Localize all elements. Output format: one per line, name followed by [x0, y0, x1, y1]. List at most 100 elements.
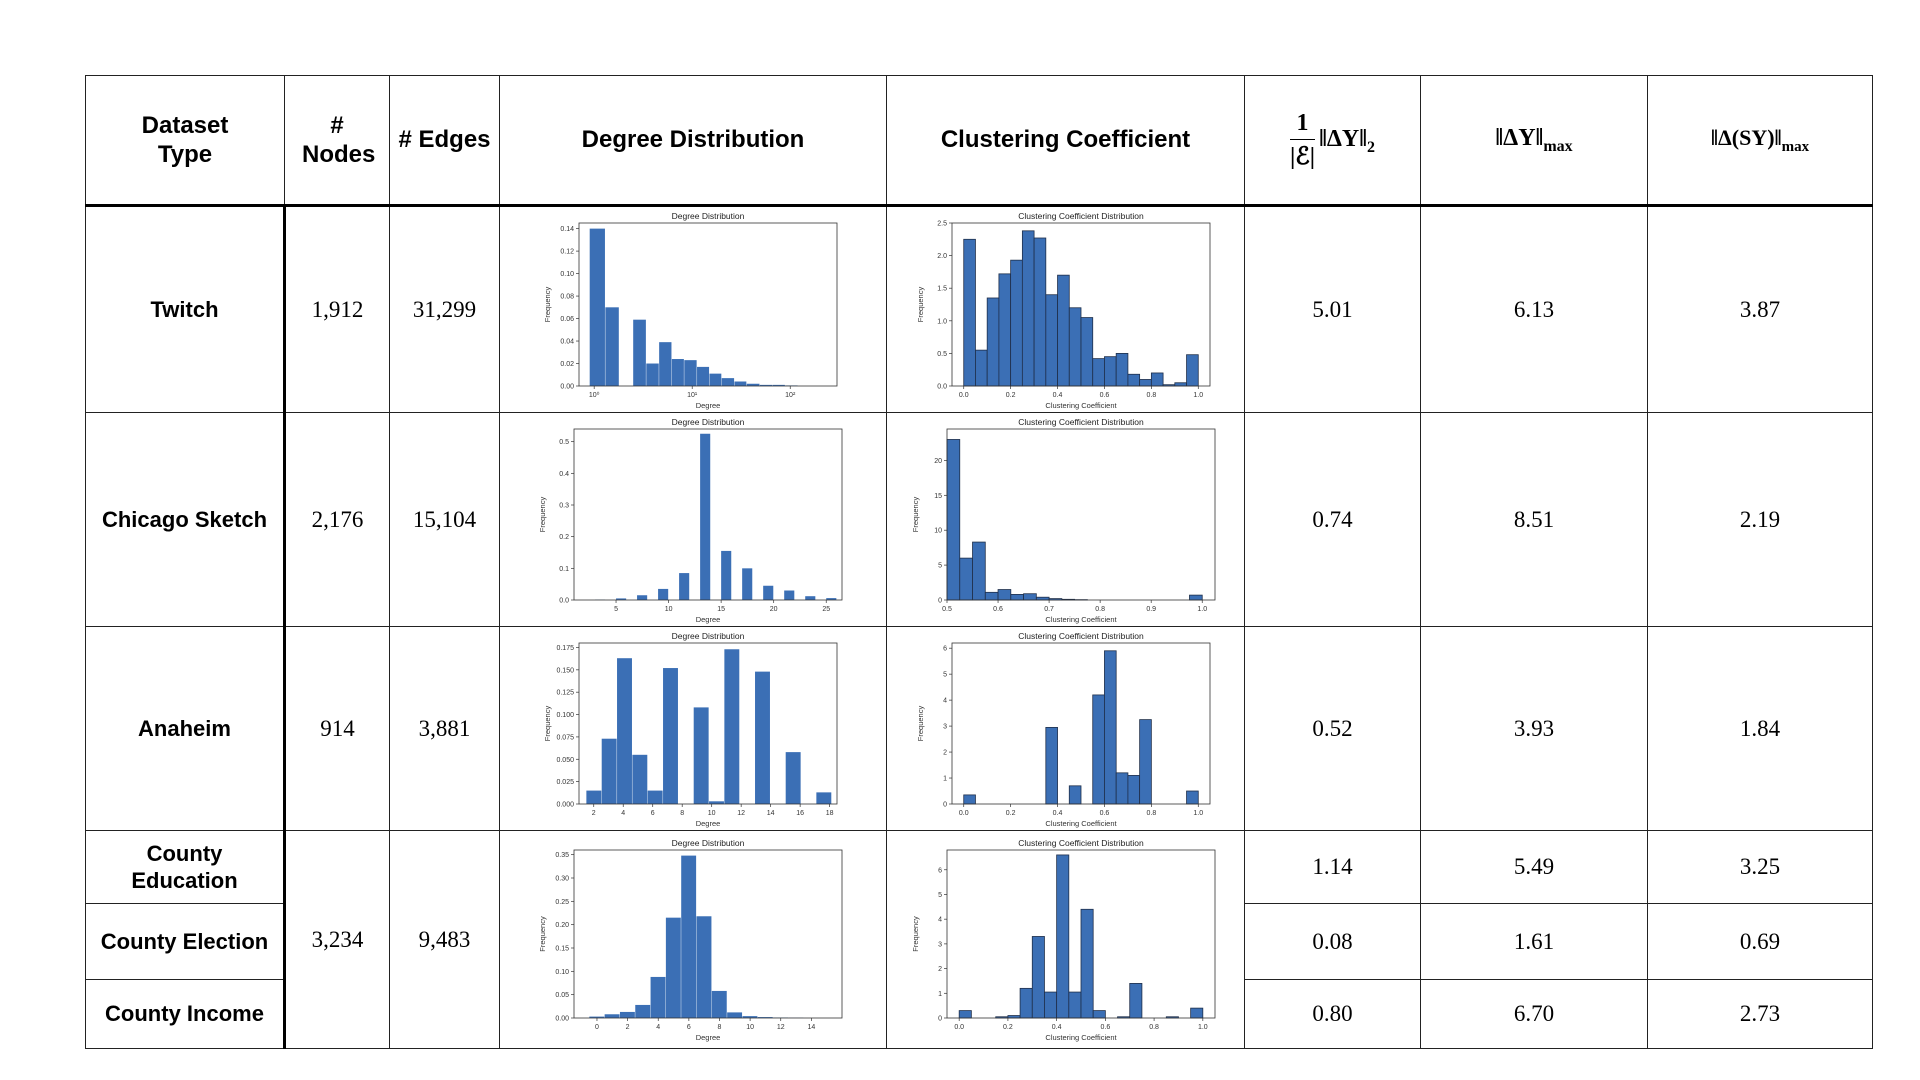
y-tick-label: 5	[938, 562, 942, 569]
x-tick-label: 12	[737, 810, 745, 817]
histogram-bar	[605, 306, 619, 386]
x-tick-label: 10⁰	[589, 391, 600, 399]
histogram-bar	[962, 794, 976, 804]
histogram-bar	[700, 433, 711, 600]
y-tick-label: 0.04	[560, 338, 574, 345]
dataset-type-cell: County Income	[85, 979, 286, 1049]
histogram-bar	[1103, 649, 1117, 804]
histogram-bar	[650, 976, 666, 1018]
y-tick-label: 0.00	[555, 1016, 569, 1023]
edges-cell: 15,104	[389, 412, 500, 627]
histogram-bar	[755, 671, 770, 804]
histogram-bar	[958, 1010, 972, 1019]
x-tick-label: 0.9	[1146, 606, 1156, 613]
table-row-anaheim: Anaheim 914 3,881 Degree Distribution 0.0…	[85, 626, 1873, 831]
y-tick-label: 1.5	[937, 285, 947, 292]
plot-frame	[946, 428, 1215, 600]
histogram-bar	[601, 738, 617, 804]
x-tick-label: 10	[746, 1024, 754, 1031]
y-tick-label: 0.15	[555, 946, 569, 953]
county-degree-histogram: Degree Distribution 0.00 0.05 0.10 0.15 0.20 0…	[538, 838, 843, 1042]
x-axis-label: Clustering Coefficient	[1045, 819, 1117, 828]
fraction-numerator: 1	[1289, 110, 1316, 140]
x-tick-label: 6	[651, 810, 655, 817]
y-tick-label: 0.0	[559, 597, 569, 604]
nodes-cell: 3,234	[284, 830, 390, 1049]
histogram-bar	[805, 595, 816, 600]
histogram-bar	[696, 916, 712, 1018]
plot-frame	[578, 222, 838, 386]
histogram-bar	[734, 381, 747, 386]
histogram-bar	[709, 373, 722, 386]
plot-frame	[951, 222, 1210, 386]
histogram-bar	[1033, 237, 1046, 386]
x-tick-label: 16	[796, 810, 804, 817]
y-tick-label: 0.06	[560, 316, 574, 323]
histogram-bar	[746, 383, 760, 386]
x-tick-label: 10	[665, 606, 673, 613]
y-axis-label: Frequency	[538, 496, 547, 532]
histogram-bar	[586, 790, 602, 804]
x-tick-label: 0.2	[1005, 392, 1015, 399]
metric1-cell: 0.74	[1244, 412, 1421, 627]
x-tick-label: 14	[767, 810, 775, 817]
metric2-cell: 5.49	[1420, 830, 1648, 904]
histogram-bar	[727, 1012, 743, 1018]
chart-title: Clustering Coefficient Distribution	[1018, 631, 1144, 641]
dataset-type-cell: Twitch	[85, 205, 286, 413]
y-tick-label: 0.25	[555, 899, 569, 906]
y-axis-label: Frequency	[543, 286, 552, 322]
histogram-bar	[1035, 596, 1049, 600]
x-tick-label: 0.8	[1146, 392, 1156, 399]
edges-cell: 31,299	[389, 205, 500, 413]
histogram-bar	[784, 590, 795, 600]
x-tick-label: 0.5	[942, 606, 952, 613]
y-tick-label: 0.5	[937, 350, 947, 357]
x-tick-label: 4	[621, 810, 625, 817]
x-tick-label: 15	[717, 606, 725, 613]
dataset-type-cell: Chicago Sketch	[85, 412, 286, 627]
y-tick-label: 0.100	[556, 712, 574, 719]
y-tick-label: 2.5	[937, 220, 947, 227]
histogram-bar	[1055, 854, 1069, 1019]
metric2-subscript: max	[1543, 137, 1573, 155]
x-tick-label: 12	[777, 1024, 785, 1031]
y-tick-label: 0.075	[556, 734, 574, 741]
metric1-cell: 0.08	[1244, 903, 1421, 980]
y-axis-label: Frequency	[916, 286, 925, 322]
y-tick-label: 0.000	[556, 801, 574, 808]
x-axis-label: Degree	[696, 819, 721, 828]
y-tick-label: 10	[934, 527, 942, 534]
x-axis-label: Degree	[696, 615, 721, 624]
histogram-bar	[742, 1016, 758, 1018]
dataset-type-cell: County Education	[85, 830, 286, 904]
y-tick-label: 6	[938, 867, 942, 874]
metric3-cell: 2.19	[1647, 412, 1873, 627]
y-tick-label: 0.3	[559, 502, 569, 509]
histogram-bar	[759, 384, 773, 386]
x-tick-label: 14	[807, 1024, 815, 1031]
x-tick-label: 0.4	[1052, 392, 1062, 399]
x-tick-label: 10	[708, 810, 716, 817]
histogram-bar	[1150, 372, 1163, 386]
histogram-bar	[617, 657, 632, 804]
y-tick-label: 0.12	[560, 248, 574, 255]
county-clustering-histogram: Clustering Coefficient Distribution 0 1 2 3 4…	[911, 838, 1215, 1042]
y-tick-label: 0.175	[556, 644, 574, 651]
dataset-type-cell: Anaheim	[85, 626, 286, 831]
y-tick-label: 0.150	[556, 667, 574, 674]
chicago-degree-histogram: Degree Distribution 0.0 0.1 0.2 0.3 0.4 0.5 5 10…	[538, 417, 843, 624]
x-tick-label: 5	[614, 606, 618, 613]
header-degree-distribution: Degree Distribution	[499, 75, 887, 207]
y-tick-label: 0.35	[555, 852, 569, 859]
x-tick-label: 8	[680, 810, 684, 817]
histogram-bar	[1009, 593, 1024, 600]
y-tick-label: 5	[938, 892, 942, 899]
y-tick-label: 4	[943, 697, 947, 704]
y-tick-label: 0.30	[555, 876, 569, 883]
histogram-bar	[1044, 293, 1058, 386]
cc-plot-cell: Clustering Coefficient Distribution 0 5 10 1…	[886, 412, 1245, 627]
x-tick-label: 0.8	[1095, 606, 1105, 613]
x-tick-label: 25	[822, 606, 830, 613]
metric3-cell: 2.73	[1647, 979, 1873, 1049]
